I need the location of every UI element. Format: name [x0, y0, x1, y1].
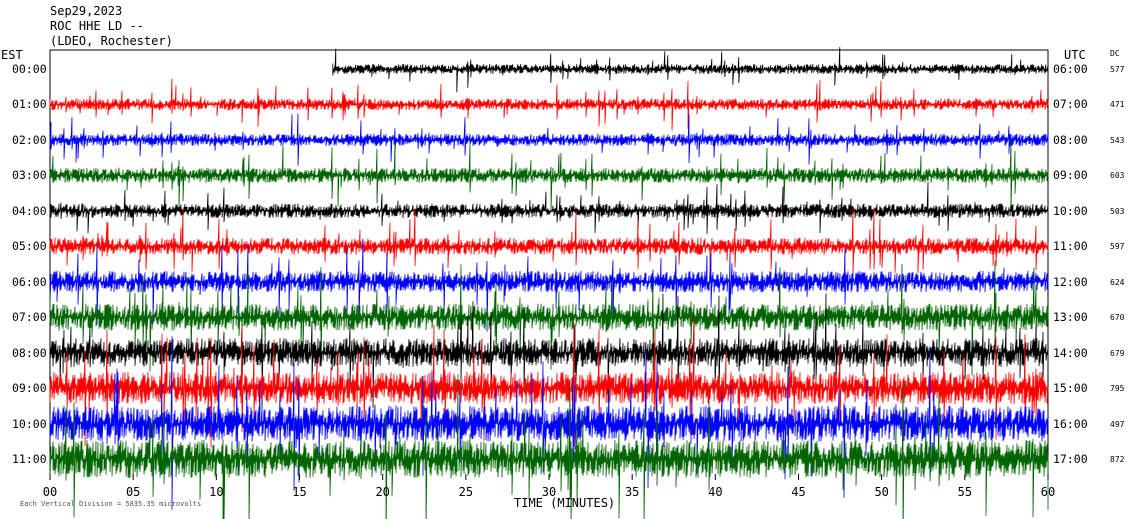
dc-offset-value: 497: [1110, 419, 1125, 429]
utc-hour-label: 10:00: [1053, 203, 1088, 218]
footer-scale-note: Each Vertical Division = 5835.35 microvo…: [20, 500, 202, 508]
utc-hour-label: 13:00: [1053, 310, 1088, 325]
dc-offset-value: 503: [1110, 206, 1125, 216]
dc-offset-value: 597: [1110, 242, 1125, 252]
dc-offset-value: 670: [1110, 313, 1125, 323]
dc-offset-value: 603: [1110, 171, 1125, 181]
left-timezone: EST: [1, 48, 23, 62]
dc-header: DC: [1110, 49, 1120, 58]
dc-offset-value: 471: [1110, 100, 1125, 110]
plot-frame: [49, 49, 1049, 474]
trace-row-0600: [49, 238, 1049, 332]
utc-hour-label: 14:00: [1053, 345, 1088, 360]
trace-row-1000: [49, 336, 1049, 510]
dc-offset-value: 543: [1110, 135, 1125, 145]
utc-hour-label: 16:00: [1053, 416, 1088, 431]
est-hour-label: 01:00: [12, 97, 47, 112]
dc-offset-value: 795: [1110, 384, 1125, 394]
est-hour-label: 08:00: [12, 345, 47, 360]
x-tick-label: 55: [958, 485, 972, 499]
dc-offset-value: 577: [1110, 65, 1125, 74]
trace-row-0500: [49, 207, 1049, 279]
station-code: ROC HHE LD --: [50, 19, 144, 33]
plot-date: Sep29,2023: [50, 4, 123, 18]
est-hour-label: 00:00: [12, 62, 47, 76]
trace-row-1100: [49, 374, 1049, 519]
x-axis-label: TIME (MINUTES): [514, 496, 616, 510]
network-name: (LDEO, Rochester): [50, 34, 173, 48]
x-tick-label: 30: [542, 485, 556, 499]
trace-row-0300: [49, 140, 1049, 212]
est-hour-label: 04:00: [12, 203, 47, 218]
trace-row-0100: [49, 78, 1049, 131]
est-hour-label: 05:00: [12, 239, 47, 254]
x-tick-label: 60: [1041, 485, 1055, 499]
est-hour-label: 10:00: [12, 416, 47, 431]
utc-hour-label: 06:00: [1053, 62, 1088, 76]
trace-row-0900: [49, 316, 1049, 448]
utc-hour-label: 12:00: [1053, 274, 1088, 289]
x-tick-label: 05: [126, 485, 140, 499]
x-tick-label: 45: [791, 485, 805, 499]
trace-row-0700: [49, 260, 1049, 376]
x-tick-label: 00: [43, 485, 57, 499]
utc-hour-label: 09:00: [1053, 168, 1088, 183]
x-tick-label: 20: [375, 485, 389, 499]
utc-hour-label: 08:00: [1053, 132, 1088, 147]
est-hour-label: 06:00: [12, 274, 47, 289]
utc-hour-label: 07:00: [1053, 97, 1088, 112]
x-tick-label: 35: [625, 485, 639, 499]
x-tick-label: 40: [708, 485, 722, 499]
x-tick-label: 50: [874, 485, 888, 499]
x-tick-label: 25: [459, 485, 473, 499]
trace-row-0200: [49, 113, 1049, 166]
trace-row-0400: [49, 182, 1049, 234]
est-hour-label: 09:00: [12, 381, 47, 396]
trace-row-0800: [49, 293, 1049, 411]
utc-hour-label: 11:00: [1053, 239, 1088, 254]
dc-offset-value: 624: [1110, 277, 1125, 287]
est-hour-label: 02:00: [12, 132, 47, 147]
utc-hour-label: 17:00: [1053, 451, 1088, 466]
dc-offset-value: 872: [1110, 454, 1125, 464]
right-timezone: UTC: [1064, 48, 1086, 62]
est-hour-label: 03:00: [12, 168, 47, 183]
dc-offset-value: 679: [1110, 348, 1125, 358]
utc-hour-label: 15:00: [1053, 381, 1088, 396]
x-tick-label: 15: [292, 485, 306, 499]
est-hour-label: 07:00: [12, 310, 47, 325]
x-tick-label: 10: [209, 485, 223, 499]
est-hour-label: 11:00: [12, 451, 47, 466]
trace-row-0000: [332, 46, 1049, 93]
